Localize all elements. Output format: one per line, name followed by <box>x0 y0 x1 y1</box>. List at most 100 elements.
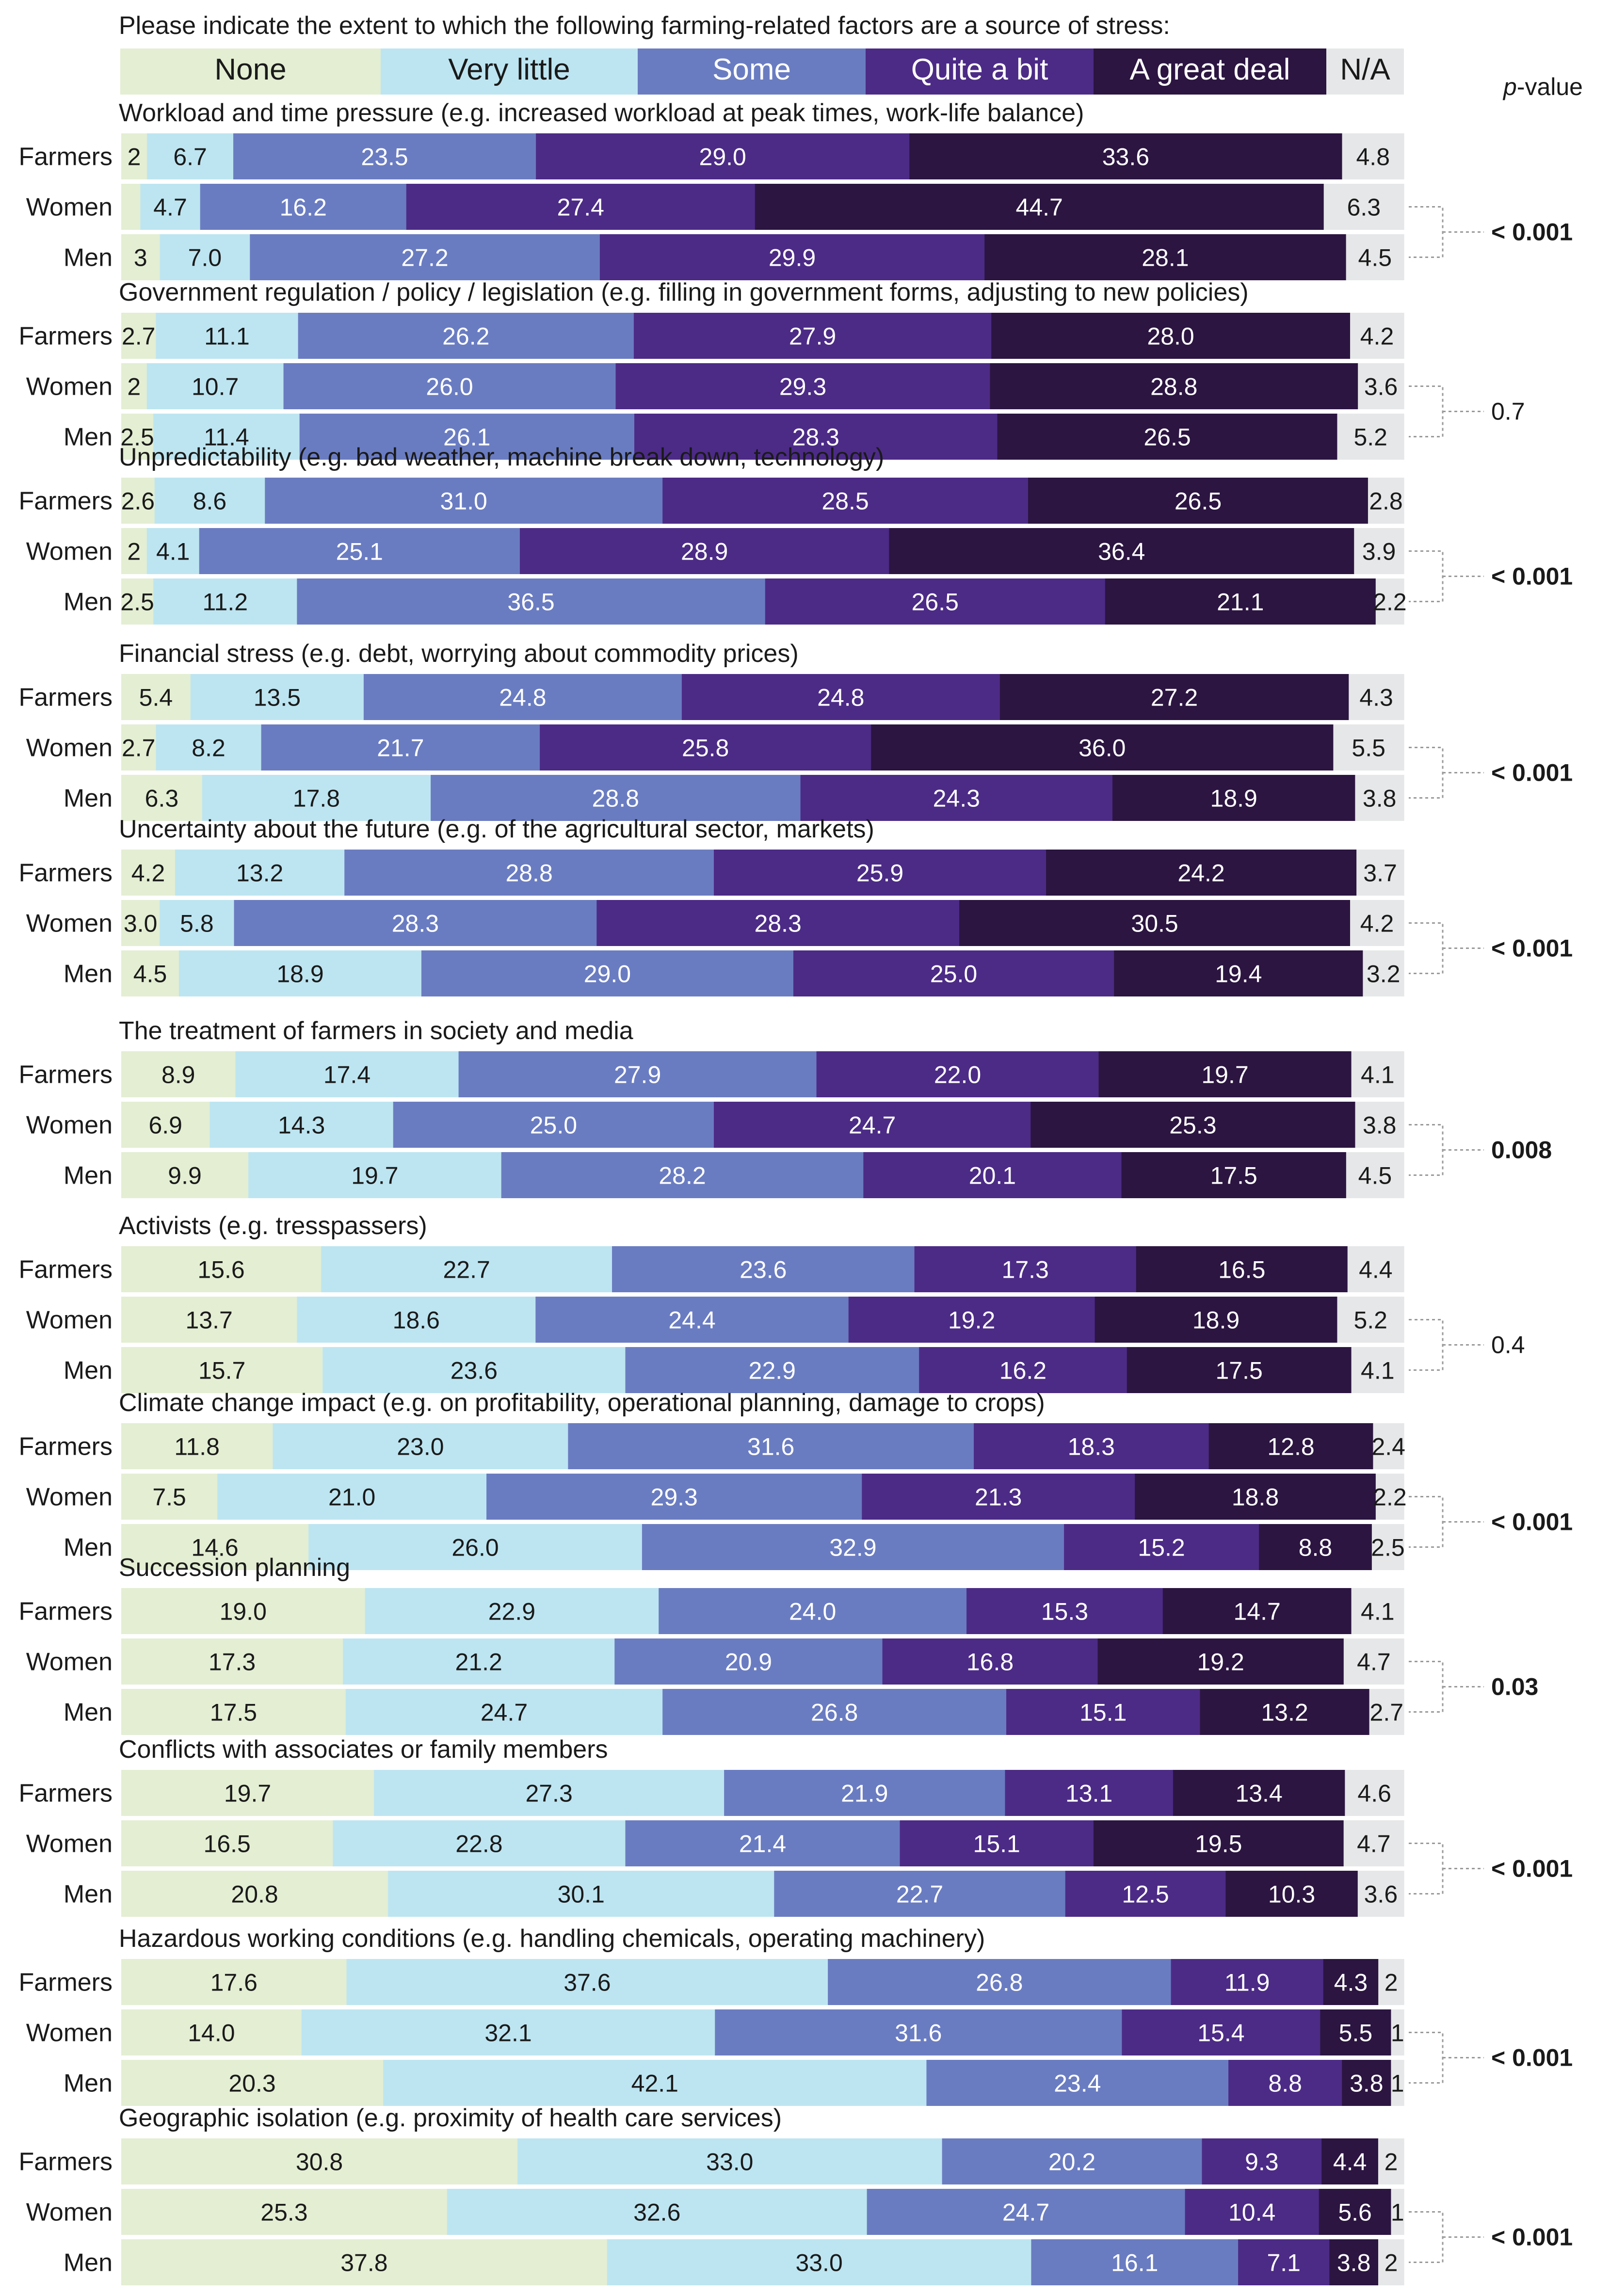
segment-value: 5.2 <box>1353 424 1387 451</box>
segment-value: 23.6 <box>740 1256 787 1284</box>
bar-segment <box>997 414 1338 460</box>
bar-segment <box>1369 1689 1404 1735</box>
bar-segment <box>301 2009 715 2055</box>
segment-value: 16.5 <box>1218 1256 1265 1284</box>
segment-value: 1 <box>1391 2070 1404 2097</box>
segment-value: 19.2 <box>948 1307 995 1334</box>
bar-segment <box>146 363 284 409</box>
bar-segment <box>926 2060 1229 2106</box>
bar-segment <box>234 900 597 946</box>
segment-value: 2.4 <box>1371 1433 1405 1461</box>
segment-value: 18.6 <box>393 1307 440 1334</box>
bar-segment <box>447 2189 868 2235</box>
segment-value: 17.8 <box>293 785 340 812</box>
factor-panel: Workload and time pressure (e.g. increas… <box>18 99 1573 280</box>
segment-value: 27.2 <box>1151 684 1198 711</box>
pvalue-label: < 0.001 <box>1491 219 1573 246</box>
segment-value: 37.8 <box>340 2249 387 2277</box>
group-label: Women <box>26 1111 113 1140</box>
segment-value: 3.7 <box>1363 860 1397 887</box>
group-label: Men <box>64 244 113 272</box>
bar-segment <box>765 578 1106 625</box>
bar-segment <box>1121 1152 1347 1198</box>
bar-segment <box>517 2138 943 2184</box>
bar-segment <box>322 1347 626 1393</box>
segment-value: 18.8 <box>1232 1484 1279 1511</box>
factor-panel: Financial stress (e.g. debt, worrying ab… <box>18 640 1573 821</box>
bar-segment <box>659 1588 967 1634</box>
segment-value: 13.4 <box>1235 1780 1282 1807</box>
group-label: Farmers <box>18 487 113 515</box>
bar-segment <box>662 478 1029 524</box>
factor-panel: Geographic isolation (e.g. proximity of … <box>18 2104 1573 2285</box>
bar-segment <box>1351 1051 1404 1097</box>
bar-segment <box>1343 1820 1404 1866</box>
pvalue-bracket <box>1409 1124 1444 1176</box>
segment-value: 32.9 <box>829 1534 876 1561</box>
bar-segment <box>1185 2189 1320 2235</box>
segment-value: 8.9 <box>161 1061 195 1089</box>
segment-value: 15.7 <box>198 1357 245 1384</box>
bar-segment <box>202 775 431 821</box>
bar-segment <box>121 674 191 720</box>
segment-value: 8.8 <box>1268 2070 1302 2097</box>
bar-segment <box>1135 1474 1376 1520</box>
pvalue-bracket <box>1409 1319 1444 1371</box>
factor-title: Conflicts with associates or family memb… <box>119 1735 608 1764</box>
factor-title: Hazardous working conditions (e.g. handl… <box>119 1925 985 1953</box>
bar-segment <box>863 1152 1122 1198</box>
bar-segment <box>321 1246 612 1292</box>
segment-value: 36.0 <box>1079 735 1126 762</box>
bar-segment <box>909 133 1343 179</box>
group-label: Women <box>26 734 113 762</box>
segment-value: 28.3 <box>392 910 439 937</box>
factor-title: Government regulation / policy / legisla… <box>119 278 1249 306</box>
bar-segment <box>991 313 1351 359</box>
legend-swatch-5 <box>1326 48 1404 95</box>
segment-value: 28.8 <box>592 785 639 812</box>
bar-segment <box>1342 2060 1391 2106</box>
legend-swatch-0 <box>120 48 381 95</box>
segment-value: 4.1 <box>1361 1357 1395 1384</box>
bar-segment <box>607 2239 1032 2285</box>
segment-value: 29.0 <box>699 144 746 171</box>
segment-value: 23.0 <box>397 1433 444 1461</box>
segment-value: 23.5 <box>361 144 408 171</box>
segment-value: 8.8 <box>1299 1534 1333 1561</box>
segment-value: 3.8 <box>1337 2249 1371 2277</box>
bar-segment <box>1375 1474 1404 1520</box>
segment-value: 31.6 <box>895 2020 942 2047</box>
legend-label-0: None <box>214 53 286 86</box>
group-label: Men <box>64 2249 113 2277</box>
pvalue-header-italic: p <box>1502 73 1517 100</box>
bar-segment <box>121 1871 388 1917</box>
segment-value: 25.3 <box>1169 1112 1216 1139</box>
segment-value: 22.7 <box>896 1881 943 1908</box>
segment-value: 28.1 <box>1142 244 1189 272</box>
group-label: Women <box>26 1830 113 1858</box>
bar-segment <box>1351 1588 1404 1634</box>
bar-segment <box>308 1524 643 1570</box>
group-label: Men <box>64 1880 113 1909</box>
bar-segment <box>121 1297 297 1343</box>
bar-segment <box>140 184 201 230</box>
bar-segment <box>1162 1588 1352 1634</box>
segment-value: 20.8 <box>231 1881 278 1908</box>
segment-value: 24.4 <box>668 1307 715 1334</box>
bar-segment <box>816 1051 1099 1097</box>
segment-value: 25.3 <box>260 2199 307 2226</box>
bar-segment <box>540 724 871 771</box>
segment-value: 17.3 <box>209 1649 256 1676</box>
bar-segment <box>1031 2239 1239 2285</box>
pvalue-label: < 0.001 <box>1491 1855 1573 1882</box>
bar-segment <box>121 578 154 625</box>
bar-segment <box>1368 478 1404 524</box>
bar-segment <box>1095 1297 1338 1343</box>
bar-segment <box>406 184 756 230</box>
segment-value: 31.0 <box>440 488 487 515</box>
bar-segment <box>458 1051 817 1097</box>
bar-segment <box>1354 528 1404 574</box>
bar-segment <box>121 313 156 359</box>
group-label: Farmers <box>18 2148 113 2176</box>
